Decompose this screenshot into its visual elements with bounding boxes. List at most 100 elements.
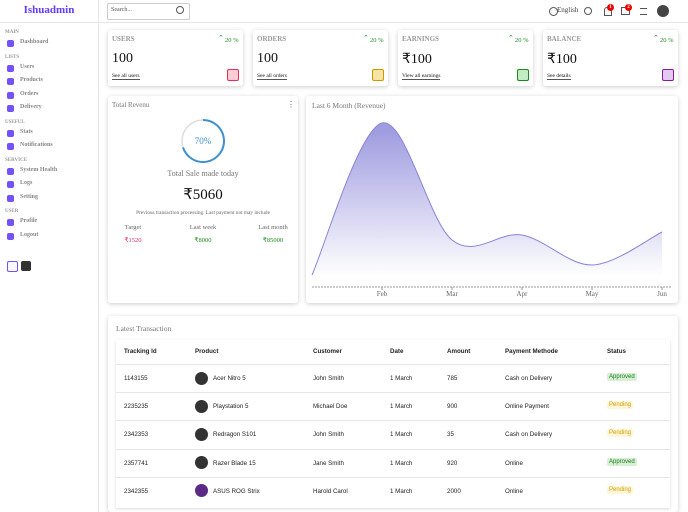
- x-tick-label: Apr: [517, 290, 529, 298]
- search-box[interactable]: Search...: [107, 3, 190, 20]
- summary-amount: ₹1520: [124, 237, 142, 244]
- list-icon[interactable]: [640, 8, 647, 15]
- table-cell: Acer Nitro 5: [213, 375, 246, 382]
- widget-percentage: 20 %: [515, 37, 529, 44]
- menu-item[interactable]: Profile: [20, 218, 38, 224]
- menu-item[interactable]: Dashboard: [20, 39, 49, 45]
- table-card: Latest Transaction Tracking Id Product Cust…: [108, 316, 678, 512]
- table-cell: Online Payment: [505, 403, 550, 411]
- menu-item[interactable]: Delivery: [20, 104, 42, 110]
- widget-card: USERS ⌃ 20 % 100 See all users: [108, 30, 243, 86]
- row-divider: [116, 392, 670, 394]
- up-arrow: ⌃: [363, 34, 369, 42]
- menu-item[interactable]: Setting: [20, 193, 38, 200]
- theme-dark[interactable]: [21, 261, 31, 271]
- navbar: [99, 0, 688, 23]
- menu-icon: [7, 232, 14, 240]
- progress-ring: 70%: [181, 119, 225, 163]
- search-placeholder: Search...: [111, 7, 132, 13]
- table-cell: Redragon S101: [213, 431, 257, 439]
- darkmode-icon[interactable]: [584, 7, 592, 15]
- widget-icon: [227, 69, 239, 81]
- table-cell: ASUS ROG Strix: [213, 487, 260, 495]
- widget-icon: [372, 69, 384, 81]
- section-title: USER: [5, 209, 19, 214]
- widget-link[interactable]: See all users: [112, 73, 140, 80]
- featured-amount: ₹5060: [183, 187, 223, 203]
- featured-card: Total Revenu ⋮ 70% Total Sale made today ₹50…: [108, 96, 298, 303]
- featured-title: Total Revenu: [112, 101, 150, 109]
- row-divider: [116, 420, 670, 422]
- widget-link[interactable]: See details: [547, 73, 571, 80]
- menu-icon: [7, 129, 14, 137]
- x-tick-label: Mar: [446, 290, 458, 298]
- section-title: USEFUL: [5, 119, 25, 125]
- chart-title: Last 6 Month (Revenue): [312, 101, 386, 110]
- table-cell: Online: [505, 487, 523, 495]
- widget-icon: [662, 69, 674, 81]
- table: Tracking Id Product Customer Date Amount Paym…: [116, 340, 670, 508]
- sidebar-divider: [0, 22, 98, 23]
- widget-link[interactable]: View all earnings: [402, 73, 441, 80]
- summary-amount-row: ₹8000: [173, 236, 233, 244]
- table-cell: 2357741: [124, 459, 149, 467]
- featured-description: Previous transaction processing. Last pa…: [136, 210, 270, 216]
- menu-item[interactable]: Products: [20, 77, 43, 83]
- widget-amount: ₹100: [547, 52, 577, 67]
- summary-amount: ₹8000: [194, 237, 212, 244]
- menu-item[interactable]: Users: [20, 63, 35, 70]
- product-image: [195, 371, 208, 385]
- widget-amount: ₹100: [402, 52, 432, 67]
- column-header: Status: [607, 348, 626, 355]
- up-arrow: ⌃: [653, 34, 659, 42]
- menu-icon: [7, 194, 14, 202]
- summary-amount: ₹85000: [262, 237, 284, 244]
- table-cell: 1 March: [390, 431, 413, 439]
- summary-amount-row: ₹1520: [103, 236, 163, 244]
- summary-amount-row: ₹85000: [243, 236, 303, 244]
- status-badge: Approved: [607, 373, 637, 381]
- column-header: Amount: [447, 348, 471, 355]
- summary-title: Last month: [258, 224, 288, 231]
- area-fill: [312, 122, 662, 285]
- avatar[interactable]: [657, 5, 669, 17]
- table-cell: Harold Carol: [313, 487, 348, 495]
- menu-item[interactable]: Logout: [20, 231, 39, 238]
- widget-link[interactable]: See all orders: [257, 73, 287, 80]
- logo[interactable]: Ishuadmin: [23, 4, 75, 16]
- widget-amount: 100: [112, 51, 133, 66]
- menu-item[interactable]: Stats: [20, 128, 33, 135]
- table-cell: Razer Blade 15: [213, 459, 256, 467]
- table-cell: 35: [447, 431, 454, 439]
- up-arrow: ⌃: [218, 34, 224, 42]
- menu-item[interactable]: System Health: [20, 166, 58, 173]
- menu-item[interactable]: Orders: [20, 90, 39, 97]
- theme-light[interactable]: [7, 261, 18, 272]
- summary-title: Target: [124, 224, 142, 231]
- summary-title: Last week: [189, 224, 217, 231]
- x-tick-label: May: [586, 290, 599, 298]
- status-badge: Pending: [607, 401, 634, 410]
- menu-icon: [7, 105, 14, 112]
- table-cell: 2000: [447, 487, 461, 495]
- menu-icon: [7, 78, 14, 85]
- section-title: SERVICE: [5, 157, 28, 163]
- product-image: [195, 456, 208, 470]
- language[interactable]: English: [557, 6, 579, 14]
- table-cell: John Smith: [313, 375, 344, 382]
- product-image: [195, 484, 208, 498]
- menu-icon: [7, 167, 14, 175]
- globe-icon[interactable]: [549, 7, 558, 16]
- menu-icon: [7, 143, 14, 150]
- widget-percentage: 20 %: [370, 37, 384, 44]
- column-header: Product: [195, 348, 219, 355]
- status-badge: Approved: [607, 457, 637, 466]
- widget-icon: [517, 69, 529, 81]
- table-cell: John Smith: [313, 431, 344, 439]
- more-icon[interactable]: ⋮: [287, 100, 295, 109]
- menu-icon: [7, 40, 14, 47]
- menu-item[interactable]: Notifications: [20, 142, 53, 148]
- menu-item[interactable]: Logs: [20, 180, 33, 186]
- progress-label: 70%: [195, 136, 212, 146]
